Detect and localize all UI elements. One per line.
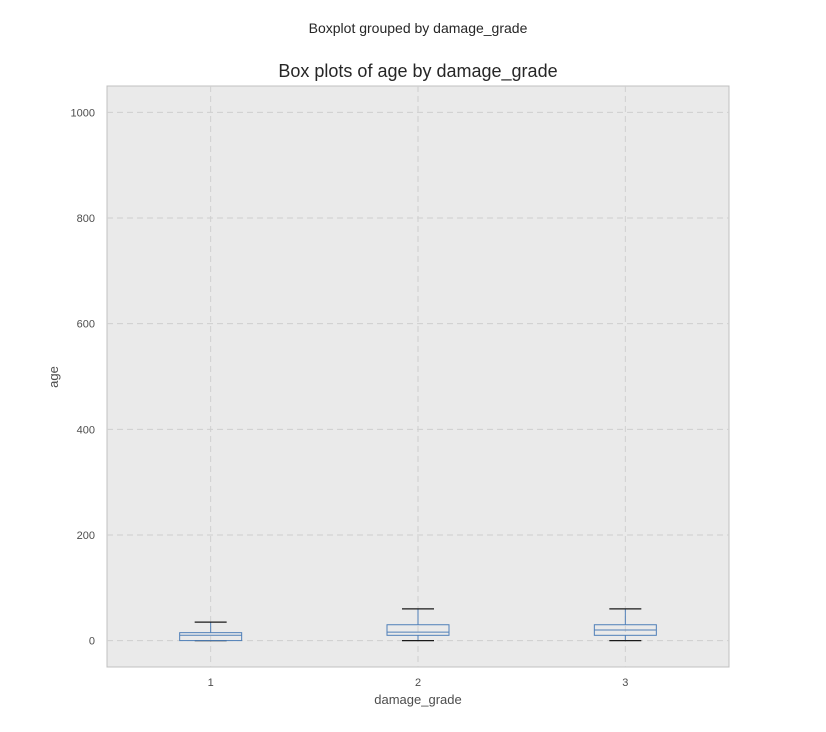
y-tick-label: 200	[77, 530, 95, 542]
y-tick-label: 800	[77, 213, 95, 225]
x-axis-label: damage_grade	[374, 692, 461, 707]
x-axis: 1 2 3	[208, 677, 629, 689]
y-tick-label: 0	[89, 636, 95, 648]
box-plot	[593, 608, 657, 642]
box-plot	[179, 621, 243, 642]
y-tick-label: 400	[77, 424, 95, 436]
x-tick-label: 2	[415, 677, 421, 689]
boxes	[179, 608, 657, 642]
y-axis-label: age	[46, 366, 61, 388]
y-axis: 0 200 400 600 800 1000	[71, 107, 95, 647]
box-body	[179, 632, 243, 642]
x-tick-label: 1	[208, 677, 214, 689]
x-tick-label: 3	[622, 677, 628, 689]
box-plot	[386, 608, 450, 642]
chart-suptitle: Boxplot grouped by damage_grade	[309, 20, 528, 36]
box-body	[386, 624, 450, 636]
y-tick-label: 600	[77, 319, 95, 331]
y-tick-label: 1000	[71, 107, 95, 119]
chart-title: Box plots of age by damage_grade	[278, 61, 557, 82]
